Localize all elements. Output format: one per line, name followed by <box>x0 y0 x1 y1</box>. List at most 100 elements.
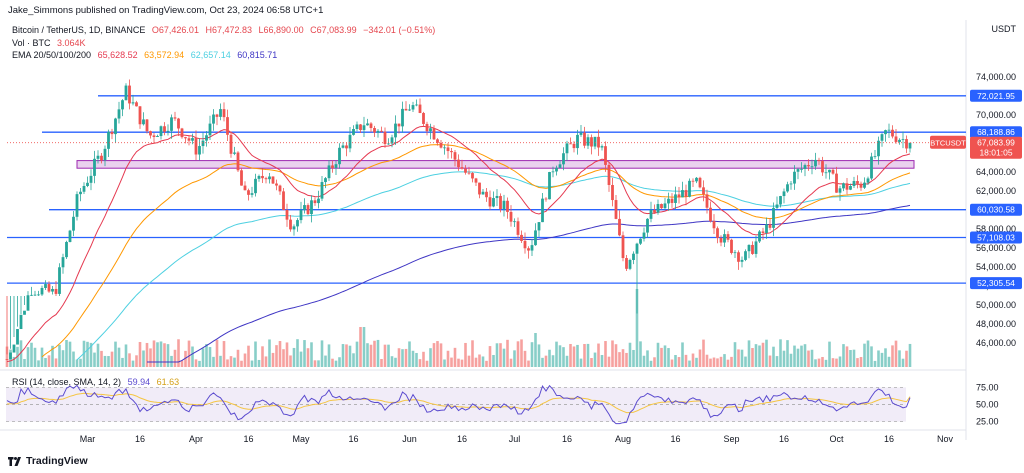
volume-bar <box>33 347 37 367</box>
volume-bar <box>870 346 873 367</box>
volume-bar <box>576 344 579 367</box>
volume-bar <box>639 341 642 367</box>
volume-bar <box>863 343 866 367</box>
volume-bar <box>156 342 159 367</box>
symbol-legend: Bitcoin / TetherUS, 1D, BINANCE O67,426.… <box>12 25 439 35</box>
symbol-tag <box>930 135 966 149</box>
candle-body <box>548 172 551 200</box>
candle-body <box>800 168 803 170</box>
candle-body <box>191 138 194 141</box>
candle-body <box>702 187 705 195</box>
volume-bar <box>320 340 324 367</box>
level-price-label: 60,030.58 <box>977 205 1015 215</box>
volume-bar <box>691 353 695 367</box>
volume-bar <box>908 343 912 367</box>
volume-value: 3.064K <box>57 38 86 48</box>
current-price-tag <box>970 136 1022 159</box>
volume-bar <box>474 357 478 367</box>
volume-bar <box>100 350 103 367</box>
candle-body <box>481 191 485 195</box>
volume-bar <box>170 355 173 367</box>
volume-bar <box>873 360 877 367</box>
volume-bar <box>775 356 779 367</box>
candle-body <box>733 252 737 254</box>
volume-bar <box>359 327 362 367</box>
candle-body <box>737 252 740 262</box>
candle-body <box>488 197 492 207</box>
rsi-label: RSI (14, close, SMA, 14, 2) <box>12 377 122 387</box>
volume-bar <box>264 356 268 367</box>
candle-body <box>709 207 712 222</box>
y-tick-label: 56,000.00 <box>976 243 1016 253</box>
volume-bar <box>422 351 425 367</box>
candle-body <box>663 203 667 209</box>
volume-bar <box>495 343 499 367</box>
volume-bar <box>254 341 257 367</box>
candle-body <box>355 124 359 129</box>
candle-body <box>880 134 884 141</box>
tradingview-brand[interactable]: TradingView <box>8 455 88 467</box>
candle-body <box>296 220 299 227</box>
candle-body <box>436 139 439 143</box>
volume-bar <box>796 348 800 367</box>
volume-bar <box>191 346 194 367</box>
candle-body <box>530 245 534 251</box>
volume-bar <box>502 348 506 367</box>
volume-bar <box>121 357 124 367</box>
volume-bar <box>838 356 842 367</box>
x-tick-label: Oct <box>829 434 844 444</box>
volume-bar <box>145 342 149 367</box>
volume-bar <box>894 340 898 367</box>
candle-body <box>541 198 544 223</box>
axis-unit: USDT <box>991 24 1017 34</box>
volume-bar <box>670 359 674 367</box>
volume-bar <box>527 360 530 367</box>
volume-bar <box>698 349 702 367</box>
volume-bar <box>695 357 698 367</box>
volume-bar <box>653 357 656 367</box>
candle-body <box>772 207 775 228</box>
volume-bar <box>845 346 849 367</box>
volume-bar <box>558 345 562 367</box>
volume-bar <box>369 344 373 367</box>
volume-bar <box>432 343 436 367</box>
volume-bar <box>348 345 352 367</box>
candle-body <box>807 165 810 167</box>
candle-body <box>779 196 782 205</box>
volume-bar <box>425 360 429 367</box>
candle-body <box>250 193 254 195</box>
volume-bar <box>110 351 114 367</box>
volume-bar <box>23 359 26 367</box>
volume-bar <box>89 342 93 367</box>
candle-body <box>128 85 131 104</box>
candle-body <box>338 147 341 165</box>
volume-bar <box>569 343 572 367</box>
candle-body <box>814 159 817 167</box>
volume-bar <box>236 349 240 367</box>
volume-bar <box>51 345 54 367</box>
volume-bar <box>19 340 23 367</box>
volume-bar <box>656 342 660 367</box>
candle-body <box>751 244 754 254</box>
candle-body <box>712 221 716 229</box>
volume-bar <box>30 342 33 367</box>
ema-legend: EMA 20/50/100/200 65,628.52 63,572.94 62… <box>12 50 281 60</box>
candle-body <box>793 171 796 184</box>
volume-bar <box>744 356 747 367</box>
candle-body <box>100 155 103 161</box>
candle-body <box>439 142 443 148</box>
candle-body <box>320 182 324 199</box>
candle-body <box>86 182 89 186</box>
volume-bar <box>530 342 534 367</box>
candle-body <box>534 230 537 246</box>
symbol-tag-label: BTCUSDT <box>930 139 966 148</box>
candle-body <box>828 169 831 173</box>
candle-body <box>520 234 523 241</box>
x-tick-label: Sep <box>723 434 739 444</box>
candle-body <box>51 288 54 292</box>
candle-body <box>845 183 849 190</box>
volume-bar <box>702 339 705 367</box>
volume-bar <box>135 355 138 367</box>
volume-bar <box>786 340 789 367</box>
